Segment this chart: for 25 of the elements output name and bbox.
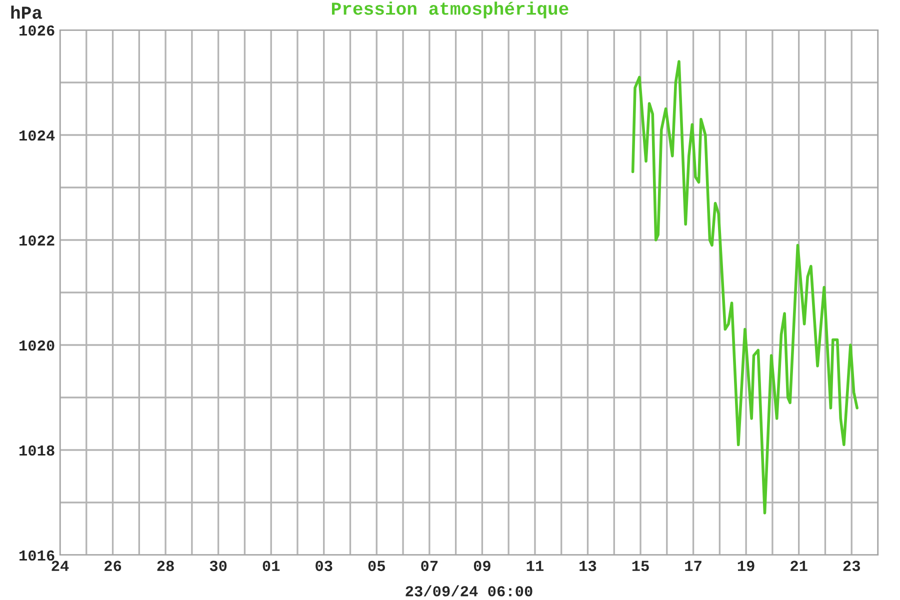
y-tick-label: 1016 [19,550,54,561]
y-tick-label: 1018 [19,445,54,456]
x-tick-label: 01 [262,560,280,572]
x-tick-label: 13 [580,560,596,572]
x-tick-label: 17 [685,560,702,571]
y-tick-label: 1026 [19,25,54,36]
x-tick-label: 21 [790,560,808,571]
x-tick-label: 26 [104,560,122,572]
y-axis-title: hPa [11,6,42,19]
x-tick-label: 28 [157,560,174,572]
x-tick-label: 09 [474,560,490,572]
x-tick-label: 15 [632,560,649,572]
x-tick-label: 07 [421,560,438,572]
y-tick-label: 1024 [19,130,55,141]
x-tick-label: 05 [368,560,386,572]
x-tick-label: 24 [52,560,69,571]
x-tick-label: 11 [526,560,544,571]
y-tick-label: 1020 [19,340,54,351]
x-tick-label: 03 [316,560,332,572]
x-axis-title: 23/09/24 06:00 [406,585,532,596]
x-tick-label: 19 [738,560,754,572]
chart-title: Pression atmosphérique [332,2,568,18]
y-tick-label: 1022 [19,235,54,246]
x-tick-label: 23 [843,560,860,572]
x-tick-label: 30 [210,560,227,572]
